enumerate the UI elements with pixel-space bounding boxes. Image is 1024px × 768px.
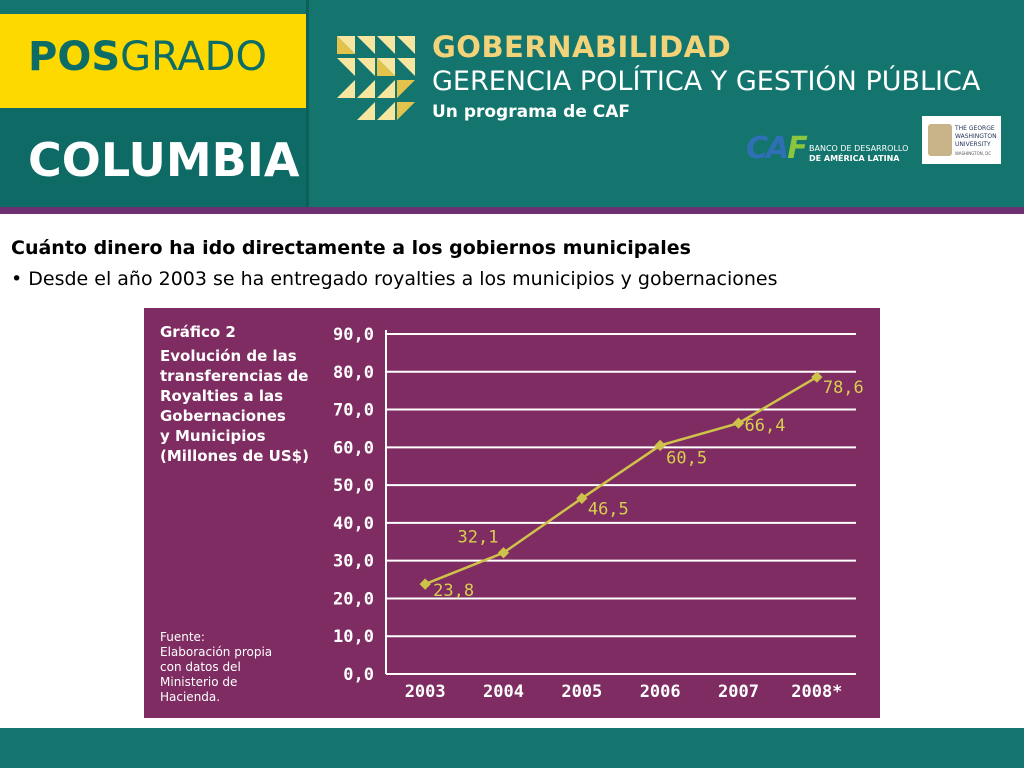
y-tick-label: 0,0 xyxy=(343,665,374,685)
y-tick-label: 10,0 xyxy=(333,627,374,647)
data-label: 60,5 xyxy=(666,448,707,468)
data-label: 23,8 xyxy=(433,581,474,601)
program-title: GOBERNABILIDAD xyxy=(432,30,732,64)
caf-logo-mark: CAF xyxy=(746,131,808,166)
y-tick-label: 80,0 xyxy=(333,363,374,383)
y-tick-label: 70,0 xyxy=(333,401,374,421)
data-point xyxy=(811,371,823,383)
x-tick-label: 2006 xyxy=(640,682,681,702)
chart-source-note: Fuente: Elaboración propia con datos del… xyxy=(160,630,273,704)
header-rule xyxy=(0,207,1024,214)
data-label: 66,4 xyxy=(745,416,786,436)
y-tick-label: 20,0 xyxy=(333,589,374,609)
chart-subtitle: Evolución de las transferencias de Royal… xyxy=(160,347,309,465)
caf-logo: CAF BANCO DE DESARROLLO DE AMÉRICA LATIN… xyxy=(746,132,911,166)
data-label: 78,6 xyxy=(823,378,864,398)
triangle-pattern-logo xyxy=(337,36,415,120)
x-tick-label: 2008* xyxy=(791,682,842,702)
gwu-logo: THE GEORGE WASHINGTON UNIVERSITY WASHING… xyxy=(922,116,1001,164)
chart-panel: Gráfico 2 Evolución de las transferencia… xyxy=(144,308,880,718)
country-name: COLUMBIA xyxy=(28,133,300,187)
y-tick-label: 90,0 xyxy=(333,325,374,345)
data-label: 32,1 xyxy=(458,528,499,548)
country-block: COLUMBIA xyxy=(0,108,306,207)
x-tick-label: 2005 xyxy=(561,682,602,702)
slide-heading: Cuánto dinero ha ido directamente a los … xyxy=(11,237,691,259)
caf-logo-line1: BANCO DE DESARROLLO xyxy=(809,144,909,153)
bullet-point: • Desde el año 2003 se ha entregado roya… xyxy=(11,268,778,290)
data-label: 46,5 xyxy=(588,499,629,519)
series-line xyxy=(424,375,818,586)
line-chart: 0,0 10,0 20,0 30,0 40,0 50,0 60,0 70,0 80,0 90,0 2… xyxy=(333,325,864,702)
caf-logo-line2: DE AMÉRICA LATINA xyxy=(809,154,900,163)
data-point xyxy=(576,492,588,504)
y-tick-label: 50,0 xyxy=(333,476,374,496)
program-subtitle: GERENCIA POLÍTICA Y GESTIÓN PÚBLICA xyxy=(432,66,981,97)
chart-title: Gráfico 2 xyxy=(160,323,236,341)
x-tick-label: 2003 xyxy=(405,682,446,702)
footer-band xyxy=(0,728,1024,768)
pos-text: POS xyxy=(28,34,121,80)
y-tick-label: 30,0 xyxy=(333,552,374,572)
grado-text: GRADO xyxy=(120,34,267,80)
header-divider xyxy=(306,0,309,207)
posgrado-block: POSGRADO xyxy=(0,14,306,108)
data-point xyxy=(497,547,510,559)
y-tick-label: 60,0 xyxy=(333,438,374,458)
gwu-logo-line3: UNIVERSITY xyxy=(955,141,991,148)
data-point xyxy=(654,439,666,452)
x-tick-label: 2007 xyxy=(718,682,759,702)
gwu-seal-icon xyxy=(928,124,952,156)
posgrado-logo-text: POSGRADO xyxy=(28,34,267,80)
program-tagline: Un programa de CAF xyxy=(432,102,631,122)
gwu-logo-line1: THE GEORGE xyxy=(955,125,995,132)
data-point xyxy=(732,417,745,429)
gwu-logo-line2: WASHINGTON xyxy=(955,133,997,140)
y-tick-label: 40,0 xyxy=(333,514,374,534)
data-point xyxy=(419,578,431,590)
header-banner: POSGRADO COLUMBIA GOBERNABILIDAD xyxy=(0,0,1024,207)
x-tick-label: 2004 xyxy=(483,682,524,702)
gwu-logo-line4: WASHINGTON, DC xyxy=(955,151,992,156)
